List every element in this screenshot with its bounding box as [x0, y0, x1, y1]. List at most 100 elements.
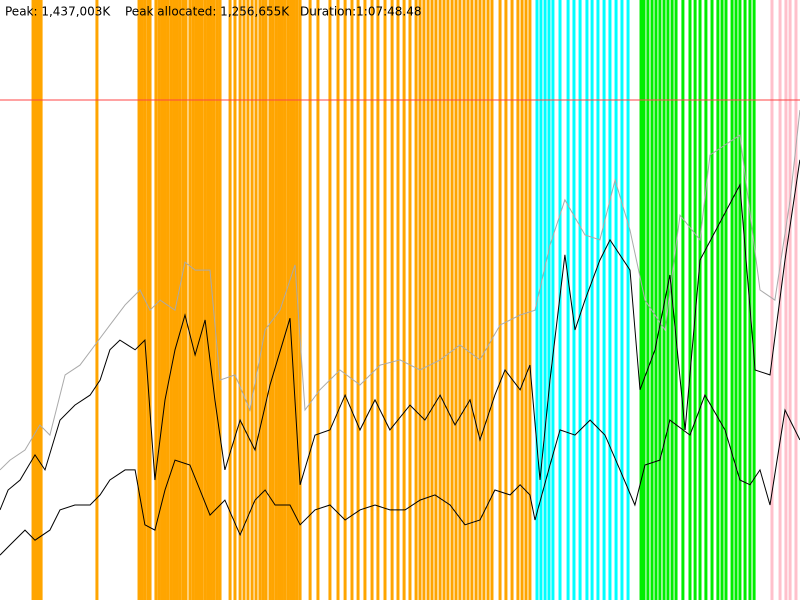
gc-event — [157, 0, 161, 600]
gc-event — [490, 0, 494, 600]
gc-event — [639, 0, 643, 600]
gc-event — [528, 0, 532, 600]
gc-event — [396, 0, 400, 600]
gc-event — [572, 0, 576, 600]
gc-event — [516, 0, 520, 600]
gc-event — [596, 0, 600, 600]
gc-event — [370, 0, 374, 600]
gc-event — [547, 0, 551, 600]
gc-event — [543, 0, 547, 600]
gc-event — [328, 0, 332, 600]
gc-event — [738, 0, 742, 600]
gc-event — [720, 0, 724, 600]
gc-event — [408, 0, 412, 600]
gc-event — [654, 0, 658, 600]
gc-event — [646, 0, 650, 600]
gc-event — [376, 0, 380, 600]
gc-event — [203, 0, 207, 600]
peak-allocated-label: Peak allocated: 1,256,655K — [125, 5, 290, 19]
gc-event — [474, 0, 478, 600]
gc-event — [184, 0, 188, 600]
gc-event — [608, 0, 612, 600]
gc-event — [662, 0, 666, 600]
gc-event — [418, 0, 422, 600]
gc-event — [261, 0, 265, 600]
gc-event — [228, 0, 232, 600]
gc-event — [674, 0, 678, 600]
gc-event — [95, 0, 99, 600]
gc-event — [268, 0, 272, 600]
gc-event — [402, 0, 406, 600]
gc-event — [298, 0, 302, 600]
gc-event — [434, 0, 438, 600]
gc-event — [264, 0, 268, 600]
gc-event — [620, 0, 624, 600]
gc-event — [794, 0, 798, 600]
gc-event — [254, 0, 258, 600]
gc-event — [578, 0, 582, 600]
gc-event — [478, 0, 482, 600]
gc-event — [642, 0, 646, 600]
gc-event — [289, 0, 293, 600]
gc-event — [33, 0, 37, 600]
gc-event — [442, 0, 446, 600]
gc-event — [666, 0, 670, 600]
gc-event — [426, 0, 430, 600]
gc-event — [166, 0, 170, 600]
gc-event — [422, 0, 426, 600]
gc-event — [215, 0, 219, 600]
gc-event — [336, 0, 340, 600]
gc-event — [430, 0, 434, 600]
gc-event — [462, 0, 466, 600]
gc-event — [350, 0, 354, 600]
gc-event — [716, 0, 720, 600]
gc-event — [35, 0, 39, 600]
memory-lines — [0, 110, 800, 556]
gc-event — [206, 0, 210, 600]
gc-event — [458, 0, 462, 600]
gc-event — [704, 0, 708, 600]
gc-event — [724, 0, 728, 600]
gc-event — [194, 0, 198, 600]
gc-event — [250, 0, 254, 600]
gc-event — [343, 0, 347, 600]
gc-event — [614, 0, 618, 600]
gc-event — [178, 0, 182, 600]
memory-line — [0, 159, 800, 511]
gc-event — [31, 0, 35, 600]
gc-event — [37, 0, 41, 600]
gc-event — [466, 0, 470, 600]
gc-event — [181, 0, 185, 600]
gc-event — [242, 0, 246, 600]
gc-event — [258, 0, 262, 600]
gc-event — [209, 0, 213, 600]
gc-event — [539, 0, 543, 600]
gc-event — [308, 0, 312, 600]
gc-event — [39, 0, 43, 600]
gc-event — [390, 0, 394, 600]
memory-line — [0, 393, 800, 556]
gc-event — [188, 0, 192, 600]
gc-event — [172, 0, 176, 600]
gc-event — [148, 0, 152, 600]
gc-event — [650, 0, 654, 600]
gc-event — [698, 0, 702, 600]
gc-event — [274, 0, 278, 600]
gc-event — [238, 0, 242, 600]
gc-event — [200, 0, 204, 600]
gc-event — [233, 0, 237, 600]
gc-event — [140, 0, 144, 600]
gc-event — [446, 0, 450, 600]
gc-event — [730, 0, 734, 600]
memory-line — [0, 110, 800, 471]
gc-event — [356, 0, 360, 600]
gc-event — [520, 0, 524, 600]
gc-event — [504, 0, 508, 600]
gc-events — [31, 0, 798, 600]
gc-event — [524, 0, 528, 600]
gc-event — [286, 0, 290, 600]
gc-event — [280, 0, 284, 600]
gc-event — [212, 0, 216, 600]
gc-event — [246, 0, 250, 600]
